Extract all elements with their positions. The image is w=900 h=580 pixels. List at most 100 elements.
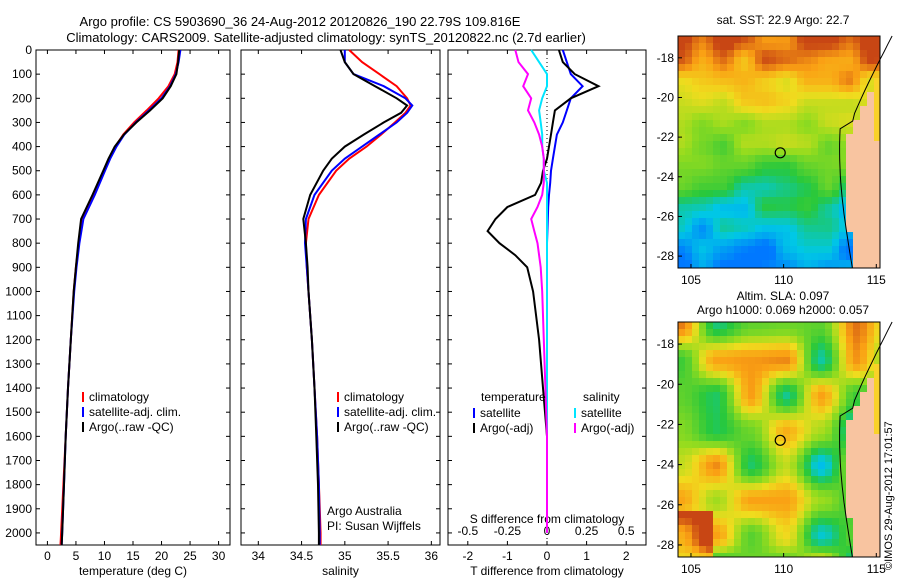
map-cell	[678, 141, 685, 148]
map-cell	[720, 385, 727, 392]
map-cell	[776, 50, 783, 57]
map-cell	[734, 413, 741, 420]
map-cell	[832, 343, 839, 350]
map-cell	[804, 50, 811, 57]
map-cell	[678, 57, 685, 64]
map-cell	[755, 127, 762, 134]
map-cell	[790, 427, 797, 434]
map-cell	[762, 455, 769, 462]
map-cell	[692, 176, 699, 183]
map-cell	[699, 85, 706, 92]
map-cell	[804, 371, 811, 378]
map-subtitle: Argo h1000: 0.069 h2000: 0.057	[697, 303, 869, 317]
map-cell	[713, 71, 720, 78]
map-cell	[776, 441, 783, 448]
map-cell	[790, 476, 797, 483]
map-cell	[867, 525, 874, 532]
map-cell	[685, 413, 692, 420]
map-cell	[762, 225, 769, 232]
map-cell	[797, 525, 804, 532]
map-cell	[706, 546, 713, 553]
map-cell	[762, 539, 769, 546]
map-cell	[783, 162, 790, 169]
map-cell	[839, 253, 846, 260]
map-cell	[727, 183, 734, 190]
map-cell	[818, 176, 825, 183]
y-tick-label: 1200	[5, 333, 32, 347]
map-cell	[811, 504, 818, 511]
map-cell	[762, 378, 769, 385]
map-cell	[846, 232, 853, 239]
map-cell	[734, 539, 741, 546]
map-cell	[755, 525, 762, 532]
map-cell	[853, 448, 860, 455]
map-cell	[769, 78, 776, 85]
y-tick-label: 1400	[5, 381, 32, 395]
map-cell	[846, 106, 853, 113]
map-cell	[804, 155, 811, 162]
map-cell	[867, 176, 874, 183]
map-cell	[755, 113, 762, 120]
map-cell	[783, 260, 790, 267]
map-cell	[769, 357, 776, 364]
map-cell	[867, 434, 874, 441]
map-cell	[741, 134, 748, 141]
map-cell	[804, 225, 811, 232]
map-cell	[804, 399, 811, 406]
map-cell	[867, 148, 874, 155]
map-cell	[748, 148, 755, 155]
map-cell	[741, 546, 748, 553]
map-cell	[790, 246, 797, 253]
map-cell	[860, 57, 867, 64]
map-cell	[867, 469, 874, 476]
map-cell	[790, 155, 797, 162]
map-cell	[804, 539, 811, 546]
map-cell	[811, 518, 818, 525]
legend-label: satellite-adj. clim.	[344, 405, 436, 419]
map-cell	[790, 322, 797, 329]
map-cell	[832, 546, 839, 553]
map-cell	[839, 85, 846, 92]
map-cell	[811, 106, 818, 113]
map-cell	[748, 350, 755, 357]
map-cell	[811, 364, 818, 371]
map-cell	[783, 441, 790, 448]
map-cell	[804, 78, 811, 85]
map-cell	[748, 253, 755, 260]
map-cell	[685, 476, 692, 483]
map-cell	[825, 546, 832, 553]
map-cell	[825, 239, 832, 246]
map-cell	[776, 322, 783, 329]
map-cell	[685, 497, 692, 504]
map-cell	[804, 99, 811, 106]
map-cell	[846, 36, 853, 43]
map-cell	[692, 476, 699, 483]
map-cell	[846, 127, 853, 134]
map-cell	[713, 462, 720, 469]
map-cell	[776, 343, 783, 350]
y-tick-label: 2000	[5, 526, 32, 540]
map-cell	[860, 99, 867, 106]
map-cell	[720, 476, 727, 483]
map-cell	[825, 385, 832, 392]
map-cell	[846, 99, 853, 106]
map-cell	[846, 504, 853, 511]
map-cell	[832, 532, 839, 539]
map-cell	[867, 260, 874, 267]
map-cell	[734, 455, 741, 462]
map-cell	[811, 190, 818, 197]
map-cell	[832, 378, 839, 385]
map-cell	[727, 78, 734, 85]
map-cell	[734, 169, 741, 176]
map-cell	[797, 155, 804, 162]
map-cell	[762, 134, 769, 141]
map-cell	[706, 260, 713, 267]
map-cell	[741, 476, 748, 483]
map-cell	[776, 420, 783, 427]
map-cell	[874, 57, 880, 64]
map-cell	[825, 336, 832, 343]
map-cell	[706, 211, 713, 218]
map-cell	[692, 50, 699, 57]
map-cell	[713, 518, 720, 525]
map-cell	[825, 190, 832, 197]
